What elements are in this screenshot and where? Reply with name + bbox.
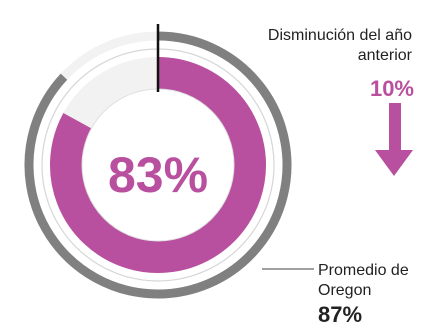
decrease-arrow-icon (375, 103, 413, 176)
center-percent-label: 83% (108, 147, 208, 203)
state-average-value: 87% (318, 302, 363, 327)
school-remainder-arc (63, 57, 159, 129)
state-remainder-arc (60, 31, 159, 80)
prior-year-label: Disminución del año anterior (267, 27, 412, 64)
state-average-arc (24, 31, 292, 299)
state-average-label: Promedio de Oregon (318, 262, 409, 299)
donut-group (24, 24, 292, 299)
prior-year-value: 10% (369, 76, 414, 101)
arrow-head (375, 150, 413, 176)
arrow-shaft (389, 103, 401, 154)
school-value-arc (50, 57, 266, 273)
